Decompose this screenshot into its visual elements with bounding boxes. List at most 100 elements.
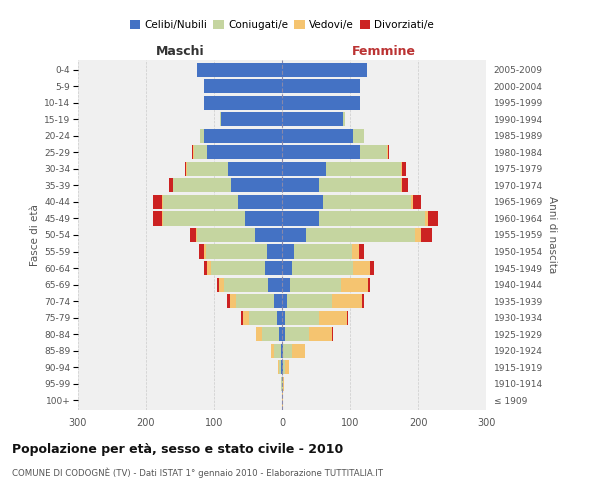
- Bar: [230, 294, 236, 308]
- Bar: [323, 195, 411, 209]
- Bar: [231, 178, 282, 192]
- Bar: [282, 178, 319, 192]
- Bar: [169, 178, 173, 192]
- Bar: [282, 96, 360, 110]
- Bar: [283, 360, 286, 374]
- Bar: [204, 96, 282, 110]
- Bar: [255, 228, 282, 242]
- Bar: [282, 80, 360, 94]
- Bar: [163, 212, 245, 226]
- Bar: [185, 162, 186, 176]
- Bar: [281, 360, 282, 374]
- Bar: [204, 261, 207, 275]
- Bar: [242, 310, 250, 324]
- Bar: [282, 310, 286, 324]
- Bar: [282, 63, 367, 77]
- Bar: [197, 228, 255, 242]
- Bar: [282, 376, 283, 390]
- Bar: [319, 310, 347, 324]
- Bar: [421, 228, 431, 242]
- Bar: [282, 162, 326, 176]
- Bar: [286, 360, 289, 374]
- Text: Popolazione per età, sesso e stato civile - 2010: Popolazione per età, sesso e stato civil…: [12, 442, 343, 456]
- Bar: [294, 244, 352, 258]
- Bar: [332, 294, 362, 308]
- Bar: [292, 261, 353, 275]
- Bar: [217, 278, 219, 291]
- Bar: [221, 112, 282, 126]
- Bar: [347, 310, 348, 324]
- Bar: [279, 360, 281, 374]
- Bar: [283, 344, 292, 357]
- Bar: [353, 261, 370, 275]
- Bar: [191, 146, 193, 160]
- Bar: [281, 376, 282, 390]
- Bar: [306, 228, 415, 242]
- Bar: [204, 80, 282, 94]
- Bar: [220, 112, 221, 126]
- Bar: [161, 195, 163, 209]
- Bar: [411, 195, 413, 209]
- Bar: [401, 162, 403, 176]
- Bar: [282, 228, 306, 242]
- Bar: [415, 228, 421, 242]
- Bar: [219, 278, 224, 291]
- Bar: [332, 327, 333, 341]
- Y-axis label: Anni di nascita: Anni di nascita: [547, 196, 557, 274]
- Bar: [268, 278, 282, 291]
- Bar: [274, 294, 282, 308]
- Bar: [413, 195, 421, 209]
- Bar: [403, 178, 408, 192]
- Bar: [428, 212, 439, 226]
- Bar: [277, 310, 282, 324]
- Bar: [173, 178, 231, 192]
- Bar: [282, 146, 360, 160]
- Bar: [190, 228, 196, 242]
- Bar: [154, 212, 161, 226]
- Bar: [278, 360, 279, 374]
- Bar: [319, 178, 401, 192]
- Bar: [282, 261, 292, 275]
- Bar: [204, 129, 282, 143]
- Bar: [186, 162, 187, 176]
- Bar: [197, 63, 282, 77]
- Bar: [343, 112, 344, 126]
- Bar: [359, 244, 364, 258]
- Bar: [308, 327, 332, 341]
- Bar: [196, 228, 197, 242]
- Bar: [282, 278, 290, 291]
- Bar: [287, 294, 332, 308]
- Bar: [360, 146, 388, 160]
- Bar: [388, 146, 389, 160]
- Y-axis label: Fasce di età: Fasce di età: [30, 204, 40, 266]
- Bar: [326, 162, 401, 176]
- Bar: [241, 310, 242, 324]
- Bar: [161, 212, 163, 226]
- Bar: [282, 212, 319, 226]
- Bar: [368, 278, 370, 291]
- Bar: [282, 393, 283, 407]
- Bar: [292, 344, 305, 357]
- Bar: [282, 129, 353, 143]
- Bar: [282, 327, 285, 341]
- Bar: [205, 244, 206, 258]
- Bar: [250, 310, 277, 324]
- Bar: [282, 294, 287, 308]
- Bar: [256, 327, 262, 341]
- Bar: [353, 129, 364, 143]
- Text: Maschi: Maschi: [155, 46, 205, 59]
- Bar: [211, 261, 265, 275]
- Bar: [362, 294, 364, 308]
- Bar: [193, 146, 194, 160]
- Bar: [267, 244, 282, 258]
- Bar: [286, 310, 319, 324]
- Bar: [200, 129, 204, 143]
- Bar: [290, 278, 341, 291]
- Bar: [154, 195, 161, 209]
- Bar: [282, 344, 283, 357]
- Bar: [425, 212, 428, 226]
- Bar: [285, 327, 308, 341]
- Bar: [281, 344, 282, 357]
- Bar: [282, 360, 283, 374]
- Bar: [199, 244, 205, 258]
